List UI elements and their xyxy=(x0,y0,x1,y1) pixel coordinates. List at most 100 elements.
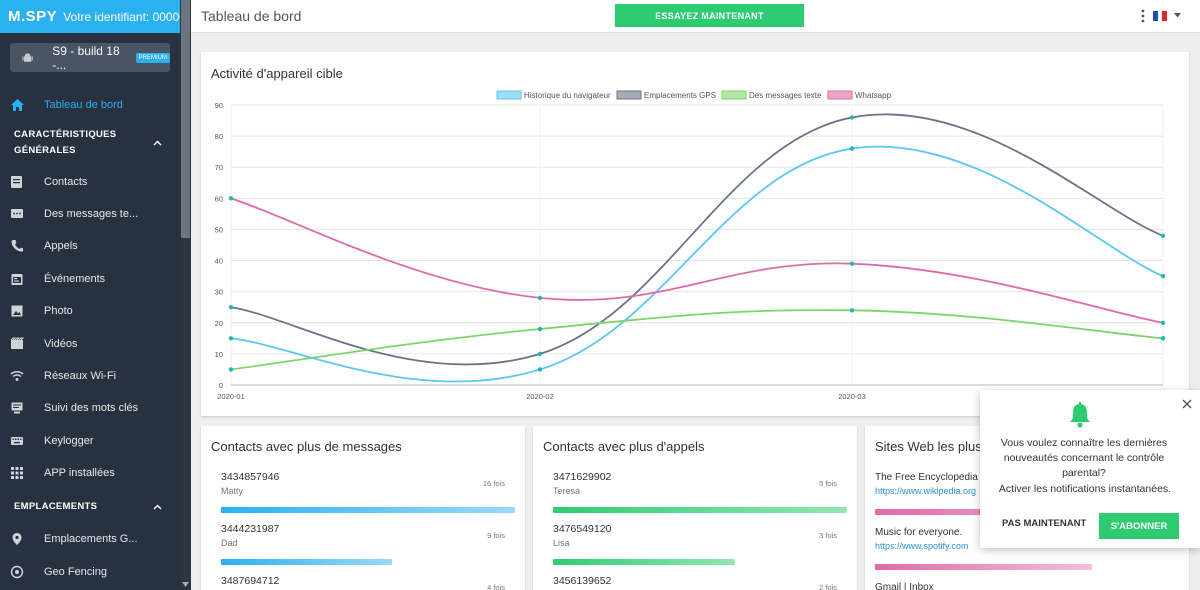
top-calls-card: Contacts avec plus d'appels 3471629902 Te… xyxy=(533,426,857,590)
activity-chart: 0 10 20 30 40 50 60 70 80 90 2020-01 2020-02 2020-03… xyxy=(215,90,1166,401)
sidebar-item-calendar[interactable]: Événements xyxy=(0,263,180,295)
sidebar-item-contacts[interactable]: Contacts xyxy=(0,165,180,197)
data-point[interactable] xyxy=(228,305,234,310)
legend-label[interactable]: Whatsapp xyxy=(855,91,892,100)
contact-name: Teresa xyxy=(553,486,581,496)
data-point[interactable] xyxy=(228,196,234,201)
notification-popup: Vous voulez connaître les dernières nouv… xyxy=(980,390,1200,548)
contact-number: 3487694712 xyxy=(221,575,280,587)
sidebar-item-keyboard[interactable]: Keylogger xyxy=(0,425,180,457)
section-locations-header[interactable]: EMPLACEMENTS xyxy=(0,495,180,519)
sidebar-item-phone[interactable]: Appels xyxy=(0,230,180,262)
sidebar-item-label: Réseaux Wi-Fi xyxy=(44,369,117,382)
data-point[interactable] xyxy=(537,351,543,357)
activity-chart-card: 0 10 20 30 40 50 60 70 80 90 2020-01 2020-02 2020-03… xyxy=(201,52,1189,416)
data-point[interactable] xyxy=(1160,273,1166,279)
device-name: S9 - build 18 -... xyxy=(52,43,120,72)
sidebar-item-label: Photo xyxy=(44,305,73,318)
contact-name: Dad xyxy=(221,538,238,548)
sidebar-item-label: Des messages te... xyxy=(44,207,139,220)
sidebar-item-label: Keylogger xyxy=(44,434,94,447)
legend-label[interactable]: Des messages texte xyxy=(749,91,822,100)
sidebar-item-photo[interactable]: Photo xyxy=(0,295,180,327)
count-label: 2 fois xyxy=(819,583,837,590)
message-icon xyxy=(10,207,24,221)
scroll-down-icon[interactable] xyxy=(182,582,189,588)
site-url-link[interactable]: https://www.spotify.com xyxy=(875,541,969,551)
sidebar-item-label: Tableau de bord xyxy=(44,99,123,112)
y-tick-label: 70 xyxy=(215,163,223,172)
subscribe-button[interactable]: S'ABONNER xyxy=(1099,513,1179,539)
legend-swatch[interactable] xyxy=(827,90,853,100)
brand-logo[interactable]: M.SPY xyxy=(8,8,58,25)
device-selector[interactable]: S9 - build 18 -... PREMIUM xyxy=(10,43,170,72)
sidebar: M.SPY Votre identifiant: 000001 S9 - bui… xyxy=(0,0,180,590)
legend-label[interactable]: Historique du navigateur xyxy=(524,91,611,100)
progress-bar xyxy=(875,564,1092,570)
sidebar-item-apps-grid[interactable]: APP installées xyxy=(0,457,180,489)
data-point[interactable] xyxy=(849,146,855,151)
caret-down-icon[interactable] xyxy=(1174,13,1181,18)
scrollbar-thumb[interactable] xyxy=(181,0,190,238)
section-general-header[interactable]: CARACTÉRISTIQUES GÉNÉRALES xyxy=(0,127,180,159)
sidebar-item-location-pin[interactable]: Emplacements G... xyxy=(0,523,180,555)
legend-swatch[interactable] xyxy=(721,90,747,100)
site-title: Music for everyone. xyxy=(875,527,963,538)
list-item[interactable]: 3444231987 Dad 9 fois xyxy=(221,523,515,548)
keyboard-icon xyxy=(10,434,24,448)
legend-swatch[interactable] xyxy=(616,90,642,100)
sidebar-item-wifi[interactable]: Réseaux Wi-Fi xyxy=(0,360,180,392)
try-now-button[interactable]: ESSAYEZ MAINTENANT xyxy=(615,4,804,27)
list-item[interactable]: 3471629902 Teresa 5 fois xyxy=(553,471,847,496)
calendar-icon xyxy=(10,272,24,286)
photo-icon xyxy=(10,304,24,318)
y-tick-label: 20 xyxy=(215,319,223,328)
data-point[interactable] xyxy=(228,367,234,372)
y-tick-label: 60 xyxy=(215,194,223,203)
sidebar-item-label: Contacts xyxy=(44,175,88,188)
site-title: Gmail | Inbox xyxy=(875,582,934,590)
more-vert-icon[interactable] xyxy=(1141,9,1145,23)
progress-bar xyxy=(221,507,515,513)
data-point[interactable] xyxy=(1160,233,1166,238)
sidebar-scrollbar[interactable] xyxy=(180,0,191,590)
count-label: 9 fois xyxy=(487,531,505,540)
sidebar-item-message[interactable]: Des messages te... xyxy=(0,198,180,230)
sidebar-item-geofence[interactable]: Geo Fencing xyxy=(0,556,180,588)
data-point[interactable] xyxy=(849,308,855,313)
progress-bar xyxy=(553,507,847,513)
contact-name: Lisa xyxy=(553,538,570,548)
contacts-icon xyxy=(10,175,24,189)
data-point[interactable] xyxy=(849,261,855,266)
data-point[interactable] xyxy=(849,115,855,120)
contact-name: Matty xyxy=(221,486,244,496)
close-icon[interactable] xyxy=(1182,399,1192,409)
sidebar-item-video[interactable]: Vidéos xyxy=(0,327,180,359)
legend-swatch[interactable] xyxy=(496,90,522,100)
list-item[interactable]: 3487694712 4 fois xyxy=(221,575,515,590)
section-title-line1: CARACTÉRISTIQUES xyxy=(14,129,117,141)
list-item[interactable]: 3434857946 Matty 16 fois xyxy=(221,471,515,496)
sidebar-item-dashboard[interactable]: Tableau de bord xyxy=(0,89,180,121)
data-point[interactable] xyxy=(537,295,543,301)
site-url-link[interactable]: https://www.wikipedia.org xyxy=(875,486,977,496)
card-title: Contacts avec plus d'appels xyxy=(543,439,705,454)
data-point[interactable] xyxy=(1160,336,1166,341)
legend-label[interactable]: Emplacements GPS xyxy=(644,91,716,100)
data-point[interactable] xyxy=(537,326,543,332)
y-tick-label: 30 xyxy=(215,288,223,297)
series-line-2 xyxy=(230,309,1164,371)
popup-message-2: Activer les notifications instantanées. xyxy=(998,483,1172,495)
data-point[interactable] xyxy=(537,367,543,372)
x-tick-label: 2020-03 xyxy=(838,392,866,401)
list-item[interactable]: 3456139652 2 fois xyxy=(553,575,847,590)
list-item[interactable]: 3476549120 Lisa 3 fois xyxy=(553,523,847,548)
data-point[interactable] xyxy=(228,336,234,341)
data-point[interactable] xyxy=(1160,320,1166,325)
count-label: 4 fois xyxy=(487,583,505,590)
french-flag-icon[interactable] xyxy=(1153,11,1168,21)
y-tick-label: 90 xyxy=(215,101,223,110)
contact-number: 3476549120 xyxy=(553,523,612,535)
sidebar-item-keyword[interactable]: Suivi des mots clés xyxy=(0,392,180,424)
not-now-button[interactable]: PAS MAINTENANT xyxy=(1002,518,1087,529)
